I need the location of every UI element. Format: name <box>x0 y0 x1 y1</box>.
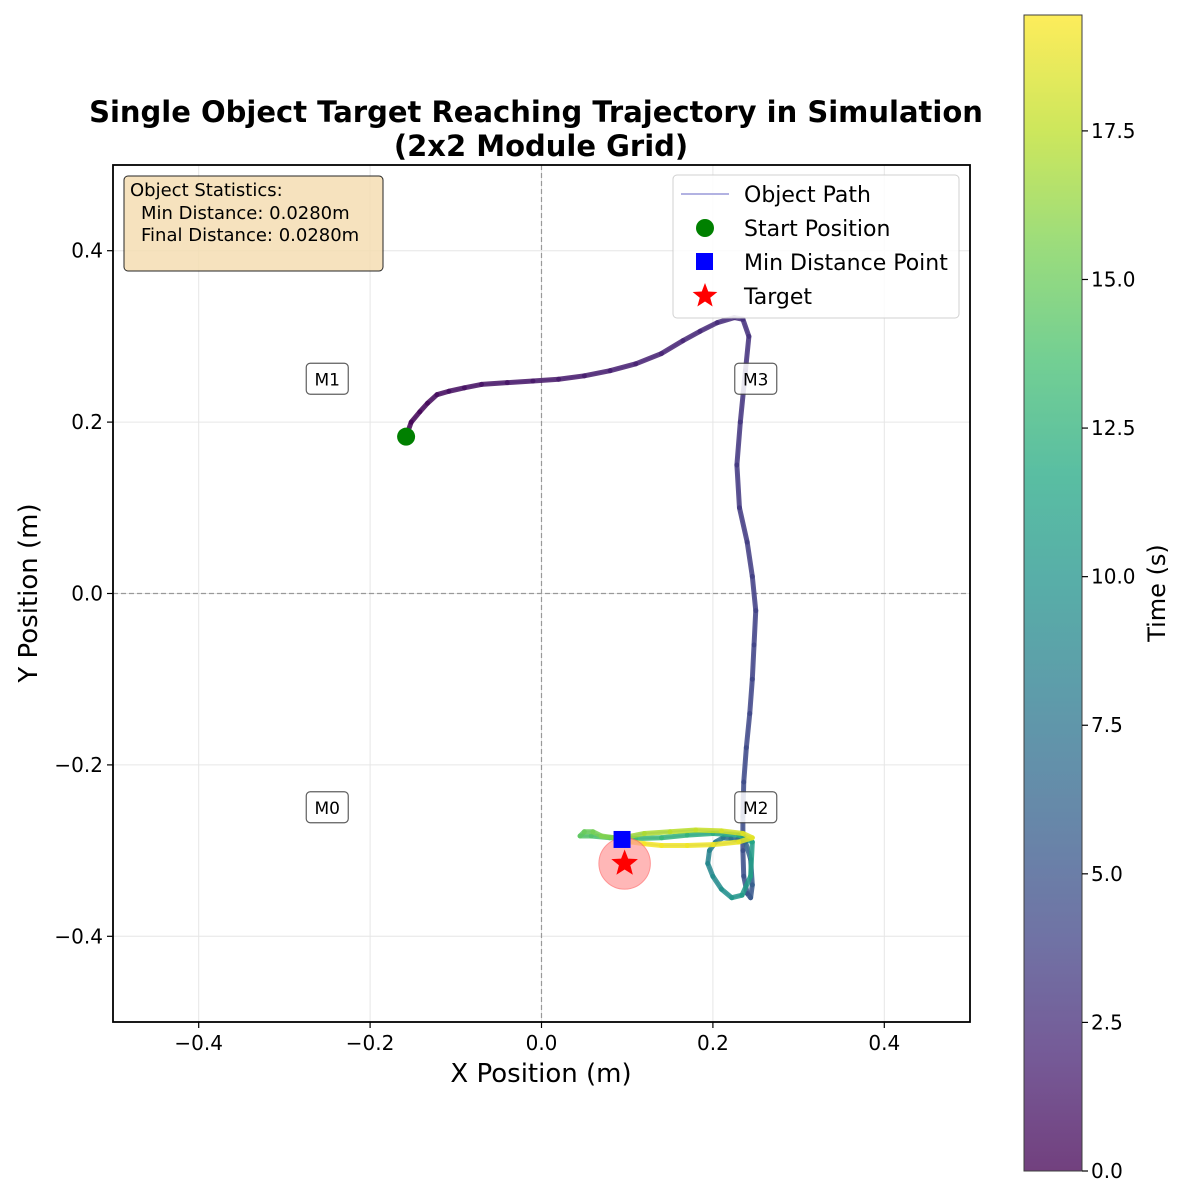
path-segment <box>479 380 510 387</box>
path-segment <box>693 827 724 834</box>
module-label-text: M2 <box>743 799 768 819</box>
path-segment <box>734 419 743 468</box>
start-marker <box>397 427 416 446</box>
path-segment <box>734 462 742 511</box>
path-segment <box>658 832 690 841</box>
colorbar-tick-label: 12.5 <box>1091 416 1136 440</box>
x-axis-ticks: −0.4 −0.2 0.0 0.2 0.4 <box>174 1022 900 1055</box>
path-segment <box>740 316 752 339</box>
colorbar-gradient <box>1023 14 1083 1172</box>
colorbar-tick-label: 2.5 <box>1091 1010 1123 1034</box>
path-segment <box>747 676 755 716</box>
zero-reference-lines <box>113 165 970 1022</box>
min-distance-marker <box>613 830 631 848</box>
module-label-box <box>305 362 349 395</box>
legend: Object Path Start Position Min Distance … <box>672 174 960 319</box>
target-marker <box>611 849 638 875</box>
module-label-text: M1 <box>315 370 340 390</box>
legend-label-start: Start Position <box>744 217 890 242</box>
colorbar-ticks: 0.0 2.5 5.0 7.5 10.0 12.5 15.0 17.5 <box>1082 119 1136 1183</box>
path-segment <box>556 373 587 382</box>
module-label-m0: M0 <box>305 791 349 824</box>
y-tick-label: −0.4 <box>54 924 103 948</box>
path-segment <box>461 381 485 391</box>
colorbar-tick-label: 17.5 <box>1091 119 1136 143</box>
module-label-m2: M2 <box>734 791 778 824</box>
module-label-text: M3 <box>743 370 768 390</box>
path-segment <box>530 376 562 384</box>
path-segment <box>641 841 664 848</box>
x-tick-label: 0.0 <box>526 1031 558 1055</box>
x-tick-label: −0.2 <box>346 1031 395 1055</box>
path-segment <box>633 835 664 842</box>
path-segment <box>697 320 720 334</box>
path-segment <box>504 378 536 386</box>
module-label-box <box>734 362 778 395</box>
path-segment <box>680 328 703 344</box>
y-tick-label: −0.2 <box>54 753 103 777</box>
legend-start-swatch <box>696 219 714 237</box>
path-segment <box>710 839 742 848</box>
path-segment <box>740 848 747 879</box>
module-label-box <box>734 791 778 824</box>
path-segment <box>633 351 664 367</box>
path-segment <box>684 842 716 848</box>
object-path <box>403 315 759 901</box>
path-segment <box>744 539 755 579</box>
colorbar-tick-label: 5.0 <box>1091 862 1123 886</box>
x-tick-label: 0.4 <box>868 1031 900 1055</box>
path-segment <box>749 642 757 682</box>
path-segment <box>684 830 716 838</box>
legend-label-target: Target <box>743 285 812 310</box>
legend-label-path: Object Path <box>744 183 871 208</box>
colorbar-tick-label: 7.5 <box>1091 713 1123 737</box>
path-segment <box>743 710 753 751</box>
x-tick-label: 0.2 <box>697 1031 729 1055</box>
colorbar-label: Time (s) <box>1143 544 1171 643</box>
stats-title: Object Statistics: <box>130 180 283 201</box>
path-segment <box>736 505 750 545</box>
path-segment <box>748 839 755 879</box>
markers <box>397 427 651 890</box>
path-segment <box>741 745 749 785</box>
path-segment <box>446 385 467 394</box>
path-segment <box>581 368 613 379</box>
path-segment <box>751 608 759 648</box>
y-axis-label: Y Position (m) <box>14 503 44 683</box>
legend-min-swatch <box>696 253 713 270</box>
colorbar-tick-label: 10.0 <box>1091 565 1136 589</box>
x-axis-label: X Position (m) <box>450 1059 631 1089</box>
module-label-m3: M3 <box>734 362 778 395</box>
stats-final-distance: Final Distance: 0.0280m <box>141 225 359 246</box>
colorbar-tick-label: 0.0 <box>1091 1159 1123 1183</box>
y-tick-label: 0.2 <box>71 410 103 434</box>
path-segment <box>658 338 686 357</box>
colorbar: 0.0 2.5 5.0 7.5 10.0 12.5 15.0 17.5 Time (s) <box>1023 14 1171 1183</box>
chart-title: Single Object Target Reaching Trajectory… <box>89 95 983 129</box>
path-segment <box>641 829 673 836</box>
legend-label-min: Min Distance Point <box>744 251 948 276</box>
module-label-text: M0 <box>315 799 340 819</box>
legend-target-swatch <box>692 283 718 307</box>
path-segment <box>607 361 639 374</box>
path-segment <box>710 873 724 892</box>
path-segment <box>749 573 759 614</box>
module-labels: M1 M3 M0 M2 <box>305 362 778 824</box>
y-tick-label: 0.4 <box>71 239 103 263</box>
x-tick-label: −0.4 <box>174 1031 223 1055</box>
colorbar-tick-label: 15.0 <box>1091 267 1136 291</box>
y-axis-ticks: −0.4 −0.2 0.0 0.2 0.4 <box>54 239 113 948</box>
stats-min-distance: Min Distance: 0.0280m <box>141 203 350 224</box>
path-segment <box>718 828 746 836</box>
chart-subtitle: (2x2 Module Grid) <box>394 129 688 163</box>
path-segment <box>739 873 754 898</box>
y-tick-label: 0.0 <box>71 582 103 606</box>
module-label-m1: M1 <box>305 362 349 395</box>
module-label-box <box>305 791 349 824</box>
path-segment <box>667 827 699 835</box>
stats-box: Object Statistics: Min Distance: 0.0280m… <box>123 175 384 272</box>
